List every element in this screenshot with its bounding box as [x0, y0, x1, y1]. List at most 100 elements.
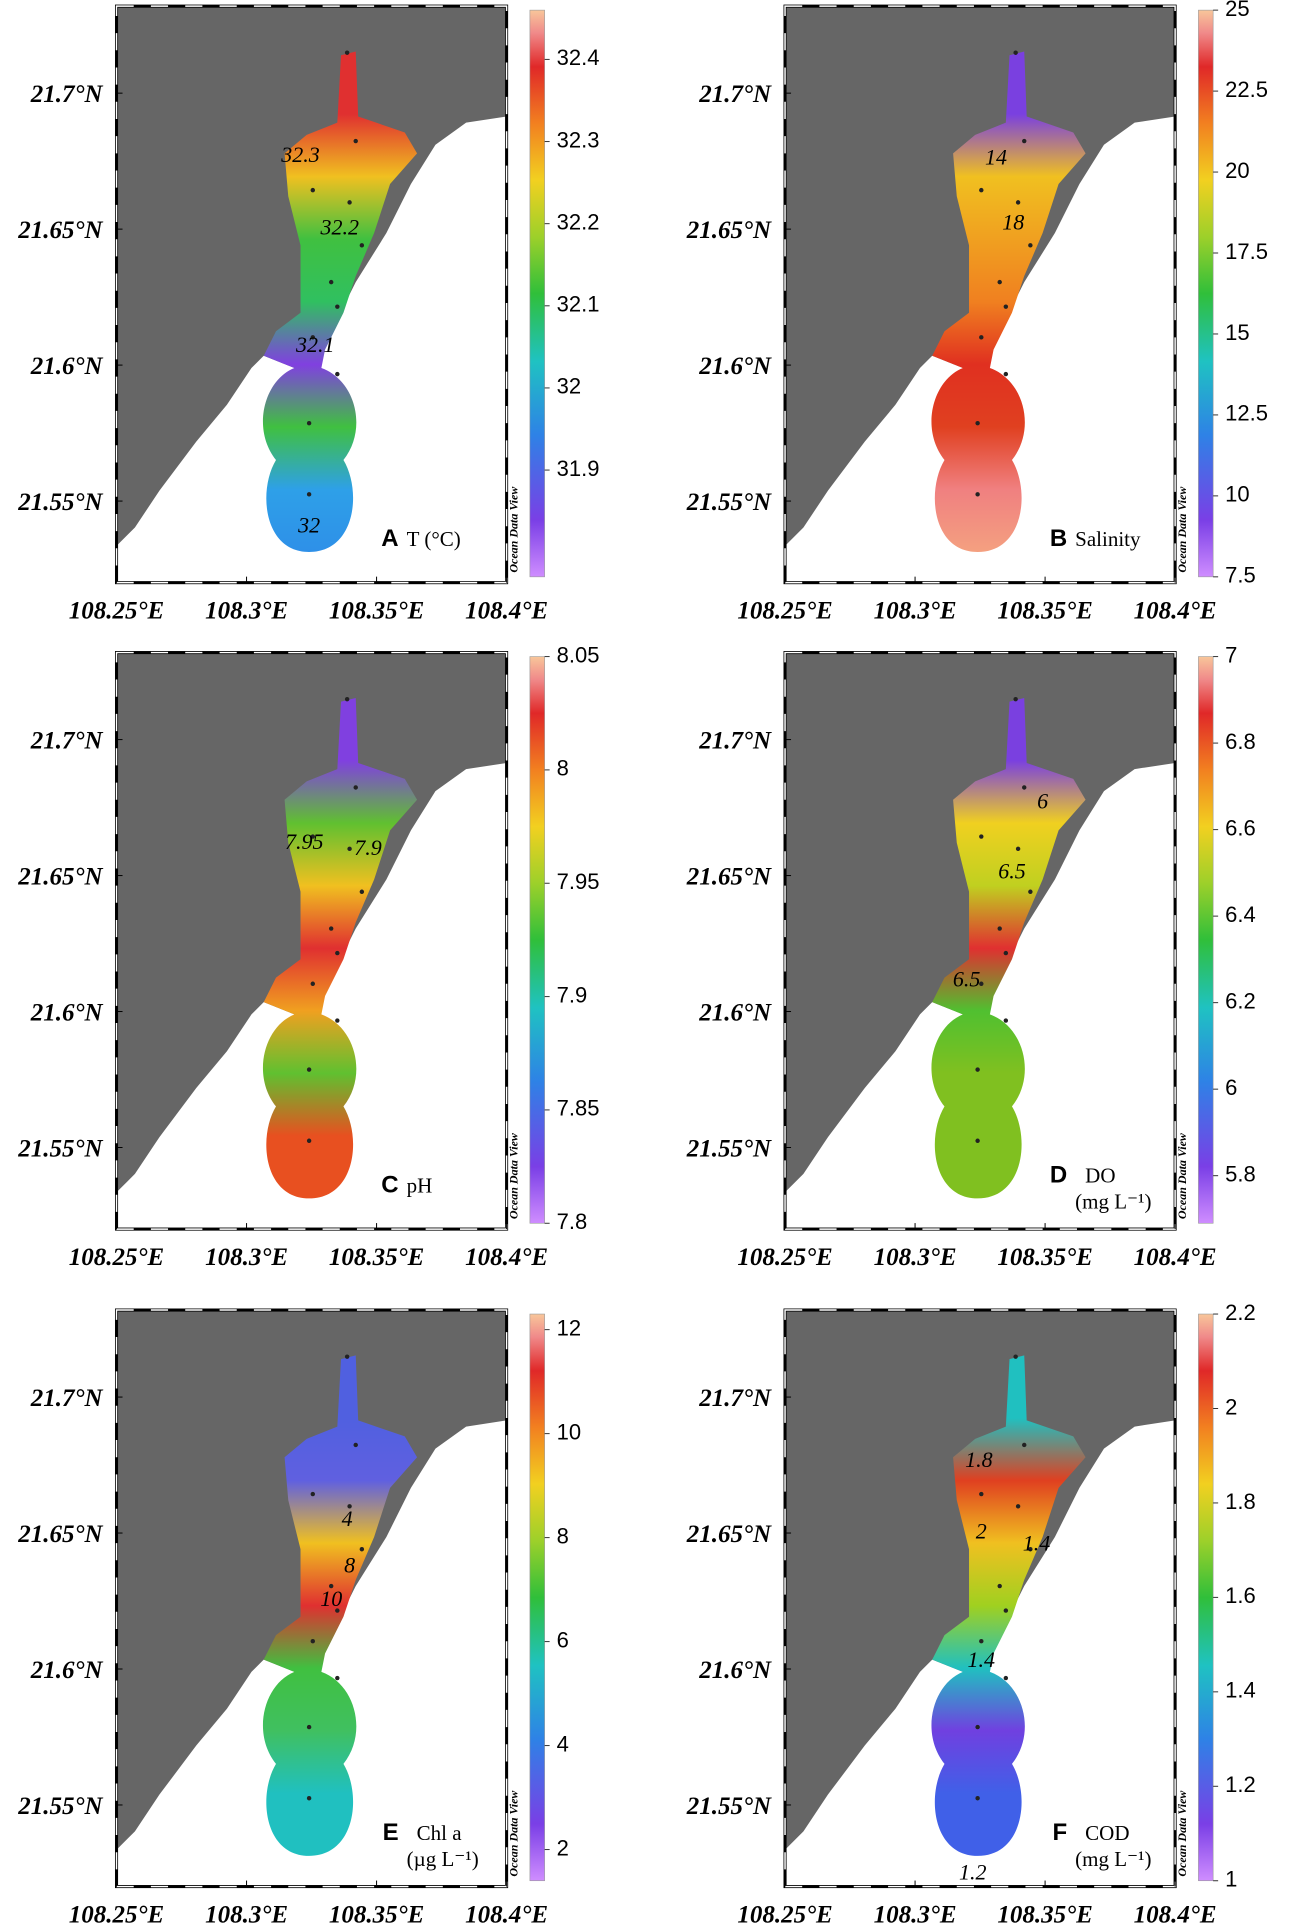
watermark: Ocean Data View — [1175, 486, 1189, 573]
contour-label: 10 — [320, 1586, 342, 1611]
colorbar-tick-label: 1.6 — [1225, 1583, 1256, 1608]
station — [1003, 950, 1009, 956]
panel-unit: (µg L⁻¹) — [407, 1847, 479, 1871]
panel-variable: Chl a — [417, 1821, 463, 1845]
estuary-field — [931, 51, 1086, 552]
colorbar-tick-label: 6.8 — [1225, 729, 1256, 754]
colorbar-tick-label: 32 — [557, 374, 581, 399]
lat-tick-label: 21.65°N — [17, 217, 103, 244]
lon-tick-label: 108.3°E — [874, 1244, 957, 1271]
lat-tick-label: 21.7°N — [698, 81, 772, 108]
contour-label: 4 — [342, 1506, 353, 1531]
contour-label: 7.9 — [354, 835, 382, 860]
lon-tick-label: 108.3°E — [874, 1902, 957, 1923]
lon-tick-label: 108.4°E — [1134, 1902, 1217, 1923]
contour-label: 18 — [1002, 210, 1024, 235]
station — [335, 1675, 340, 1681]
lat-tick-label: 21.65°N — [17, 1521, 103, 1548]
colorbar — [529, 9, 545, 578]
contour-label: 1.2 — [959, 1859, 987, 1884]
panel-variable: pH — [407, 1173, 433, 1197]
colorbar-tick-label: 10 — [1225, 482, 1249, 507]
station — [1013, 1354, 1018, 1359]
colorbar-tick-label: 12.5 — [1225, 401, 1268, 426]
map-panel: 32.3 32.2 32.1 32 A T (°C) Ocean Data View 21.5… — [17, 4, 600, 625]
station — [975, 1138, 980, 1143]
station — [335, 1608, 340, 1613]
colorbar-tick-label: 5.8 — [1225, 1161, 1256, 1186]
contour-label: 2 — [976, 1518, 987, 1543]
map-area — [114, 651, 509, 1231]
station — [353, 785, 358, 790]
watermark: Ocean Data View — [507, 486, 521, 573]
station — [1003, 304, 1009, 309]
station — [335, 950, 340, 956]
colorbar-tick-label: 2 — [557, 1835, 569, 1860]
lon-tick-label: 108.3°E — [874, 598, 957, 625]
lon-tick-label: 108.3°E — [205, 1902, 288, 1923]
colorbar — [529, 656, 545, 1224]
colorbar-tick-label: 31.9 — [557, 456, 600, 481]
map-panel: 14 18 B Salinity Ocean Data View 21.55°N 21.6°… — [686, 0, 1268, 625]
station — [328, 279, 334, 285]
station — [359, 1547, 365, 1552]
station — [1013, 696, 1018, 702]
colorbar-tick-label: 1.8 — [1225, 1489, 1256, 1514]
station — [306, 1724, 312, 1730]
colorbar-tick-label: 8 — [557, 1523, 569, 1548]
colorbar-tick-label: 7.95 — [557, 869, 600, 894]
station — [1022, 785, 1027, 790]
lon-tick-label: 108.25°E — [737, 1902, 832, 1923]
contour-label: 7.95 — [285, 829, 324, 854]
station — [344, 696, 350, 702]
contour-label: 1.4 — [1023, 1531, 1051, 1556]
station — [1015, 846, 1021, 852]
colorbar-tick-label: 12 — [557, 1315, 581, 1340]
lat-tick-label: 21.65°N — [686, 1521, 772, 1548]
station — [359, 889, 365, 894]
lat-tick-label: 21.55°N — [686, 1793, 772, 1820]
lon-tick-label: 108.35°E — [997, 1902, 1092, 1923]
station — [975, 420, 980, 426]
station — [1028, 1547, 1033, 1552]
station — [310, 981, 315, 986]
map-panel: 6 6.5 6.5 D DO(mg L⁻¹) Ocean Data View 21.55°N… — [686, 642, 1256, 1271]
colorbar — [529, 1313, 545, 1882]
station — [344, 50, 350, 55]
station — [1028, 889, 1033, 894]
station — [979, 335, 984, 340]
panel-variable: T (°C) — [407, 527, 461, 551]
station — [335, 371, 340, 377]
lon-tick-label: 108.25°E — [69, 1244, 164, 1271]
station — [1015, 1504, 1021, 1509]
colorbar-tick-label: 20 — [1225, 158, 1249, 183]
station — [328, 926, 334, 931]
lon-tick-label: 108.25°E — [737, 598, 832, 625]
station — [979, 834, 984, 839]
lon-tick-label: 108.4°E — [465, 1244, 548, 1271]
contour-label: 6.5 — [998, 858, 1026, 883]
colorbar-tick-label: 6 — [557, 1627, 569, 1652]
colorbar-tick-label: 32.2 — [557, 209, 600, 234]
lat-tick-label: 21.65°N — [686, 864, 772, 891]
contour-label: 6 — [1037, 788, 1048, 813]
station — [306, 492, 312, 497]
watermark: Ocean Data View — [1175, 1132, 1189, 1219]
lon-tick-label: 108.35°E — [329, 1902, 424, 1923]
station — [1003, 1018, 1009, 1023]
lon-tick-label: 108.35°E — [997, 598, 1092, 625]
colorbar-tick-label: 7.9 — [557, 982, 588, 1007]
estuary-field — [262, 1355, 418, 1856]
colorbar-tick-label: 7.5 — [1225, 563, 1256, 588]
lon-tick-label: 108.4°E — [1134, 1244, 1217, 1271]
contour-label: 1.4 — [968, 1647, 996, 1672]
lat-tick-label: 21.65°N — [686, 217, 772, 244]
lat-tick-label: 21.7°N — [30, 728, 104, 755]
watermark: Ocean Data View — [507, 1132, 521, 1219]
map-panel: 7.95 7.9 C pH Ocean Data View 21.55°N 21.6°N 21… — [17, 642, 599, 1271]
lat-tick-label: 21.6°N — [698, 1657, 772, 1684]
lon-tick-label: 108.25°E — [69, 598, 164, 625]
station — [335, 1018, 340, 1023]
colorbar-tick-label: 1 — [1225, 1867, 1237, 1892]
